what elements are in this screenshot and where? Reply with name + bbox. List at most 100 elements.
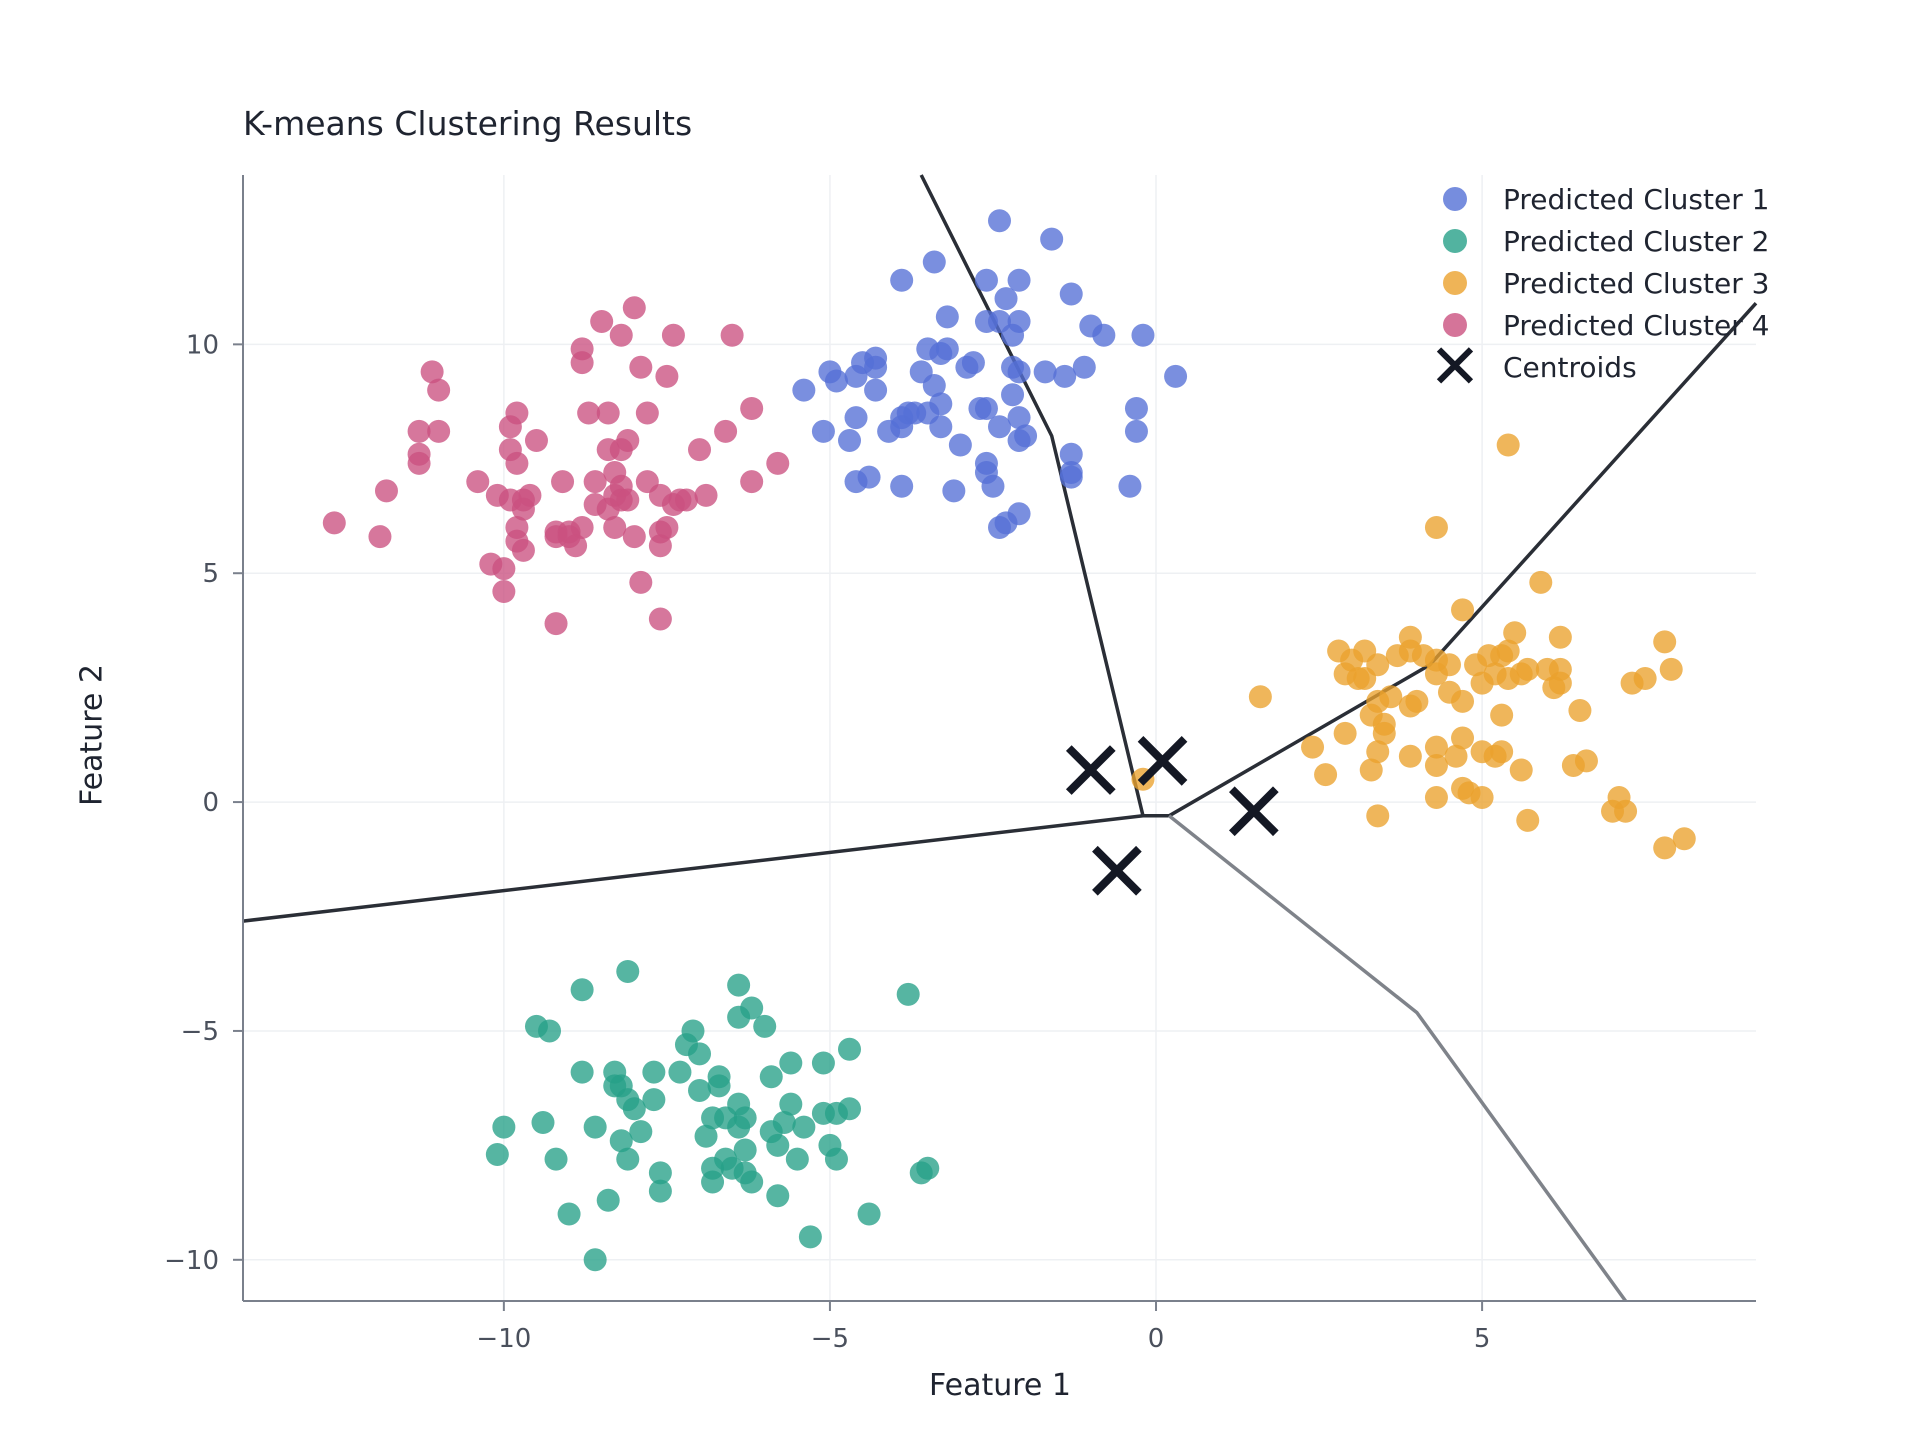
cluster-1-point xyxy=(929,415,953,439)
cluster-3-point xyxy=(1424,735,1448,759)
cluster-1-point xyxy=(942,479,966,503)
cluster-4-point xyxy=(603,515,627,539)
cluster-1-point xyxy=(1001,383,1025,407)
cluster-2-point xyxy=(609,1129,633,1153)
cluster-1-point xyxy=(1053,364,1077,388)
cluster-1-point xyxy=(1092,323,1116,347)
cluster-4-point xyxy=(609,323,633,347)
cluster-3-point xyxy=(1614,799,1638,823)
cluster-2-point xyxy=(785,1147,809,1171)
cluster-4-point xyxy=(635,401,659,425)
cluster-2-point xyxy=(838,1037,862,1061)
cluster-4-point xyxy=(661,323,685,347)
cluster-3-point xyxy=(1568,699,1592,723)
cluster-2-point xyxy=(772,1110,796,1134)
cluster-1-point xyxy=(1007,360,1031,384)
centroid-marker xyxy=(1137,736,1188,786)
y-tick-label: −10 xyxy=(164,1246,219,1276)
cluster-4-point xyxy=(720,323,744,347)
cluster-1-point xyxy=(974,396,998,420)
x-tick-label: 0 xyxy=(1148,1324,1165,1354)
cluster-2-point xyxy=(538,1019,562,1043)
decision-boundary-line xyxy=(919,174,1170,818)
cluster-1-point xyxy=(988,209,1011,233)
cluster-1-point xyxy=(792,378,816,402)
cluster-2-point xyxy=(642,1060,666,1084)
cluster-4-point xyxy=(505,451,529,475)
cluster-3-point xyxy=(1451,598,1475,622)
cluster-1-point xyxy=(1118,474,1142,498)
cluster-3-point xyxy=(1633,666,1657,690)
cluster-2-point xyxy=(668,1060,692,1084)
cluster-4-point xyxy=(655,364,679,388)
cluster-4-point xyxy=(492,580,516,604)
cluster-3-point xyxy=(1366,804,1390,828)
cluster-1-point xyxy=(1007,406,1031,430)
cluster-4-point xyxy=(407,419,431,443)
cluster-4-point xyxy=(420,360,444,384)
cluster-1-point xyxy=(824,369,848,393)
cluster-2-point xyxy=(531,1110,555,1134)
x-tick-label: −10 xyxy=(476,1324,531,1354)
cluster-1-point xyxy=(877,419,901,443)
centroid-marker xyxy=(1092,845,1142,896)
cluster-2-point xyxy=(570,978,594,1002)
cluster-1-point xyxy=(1033,360,1057,384)
cluster-3-point xyxy=(1672,827,1696,851)
cluster-2-point xyxy=(642,1088,666,1112)
legend-swatch-cluster-4 xyxy=(1443,313,1467,337)
legend-swatch-cluster-3 xyxy=(1443,271,1467,295)
decision-boundary-line xyxy=(1168,814,1628,1303)
cluster-4-point xyxy=(629,355,653,379)
cluster-2-point xyxy=(792,1115,816,1139)
cluster-2-point xyxy=(753,1014,777,1038)
cluster-1-point xyxy=(864,378,888,402)
cluster-1-point xyxy=(981,474,1005,498)
cluster-1-point xyxy=(922,374,946,398)
cluster-4-point xyxy=(570,351,594,375)
cluster-2-point xyxy=(648,1161,672,1185)
cluster-3-point xyxy=(1516,657,1540,681)
cluster-4-point xyxy=(740,396,764,420)
y-tick-label: 0 xyxy=(202,788,219,818)
cluster-3-point xyxy=(1516,808,1540,832)
cluster-2-point xyxy=(707,1074,731,1098)
cluster-2-point xyxy=(766,1133,790,1157)
cluster-2-point xyxy=(733,1138,757,1162)
cluster-1-point xyxy=(1007,428,1031,452)
cluster-3-point xyxy=(1653,630,1677,654)
cluster-2-point xyxy=(727,973,751,997)
cluster-4-point xyxy=(466,470,490,494)
cluster-1-point xyxy=(811,419,835,443)
cluster-4-point xyxy=(674,488,698,512)
cluster-2-point xyxy=(727,1115,751,1139)
cluster-2-point xyxy=(740,1170,764,1194)
centroid-marker xyxy=(1065,745,1116,795)
cluster-2-point xyxy=(583,1115,607,1139)
legend-item-centroids: ✕ Centroids xyxy=(1425,336,1769,398)
cluster-4-point xyxy=(322,511,346,535)
cluster-3-point xyxy=(1653,836,1677,860)
legend-label-cluster-1: Predicted Cluster 1 xyxy=(1503,182,1770,216)
cluster-4-point xyxy=(648,607,672,631)
cluster-1-point xyxy=(1124,419,1148,443)
cluster-3-point xyxy=(1424,753,1448,777)
cluster-4-point xyxy=(492,557,516,581)
cluster-3-point xyxy=(1314,763,1338,787)
cluster-1-point xyxy=(955,355,979,379)
cluster-2-point xyxy=(616,1147,640,1171)
cluster-1-point xyxy=(890,268,914,292)
cluster-1-point xyxy=(948,433,972,457)
cluster-1-point xyxy=(844,470,868,494)
cluster-2-point xyxy=(766,1184,790,1208)
cluster-3-point xyxy=(1659,657,1683,681)
cluster-4-point xyxy=(583,470,607,494)
cluster-2-point xyxy=(857,1202,881,1226)
cluster-2-point xyxy=(629,1120,653,1144)
x-axis-label: Feature 1 xyxy=(929,1368,1071,1403)
cluster-1-point xyxy=(1072,355,1096,379)
cluster-4-point xyxy=(374,479,398,503)
cluster-1-point xyxy=(1007,268,1031,292)
cluster-1-point xyxy=(844,406,868,430)
